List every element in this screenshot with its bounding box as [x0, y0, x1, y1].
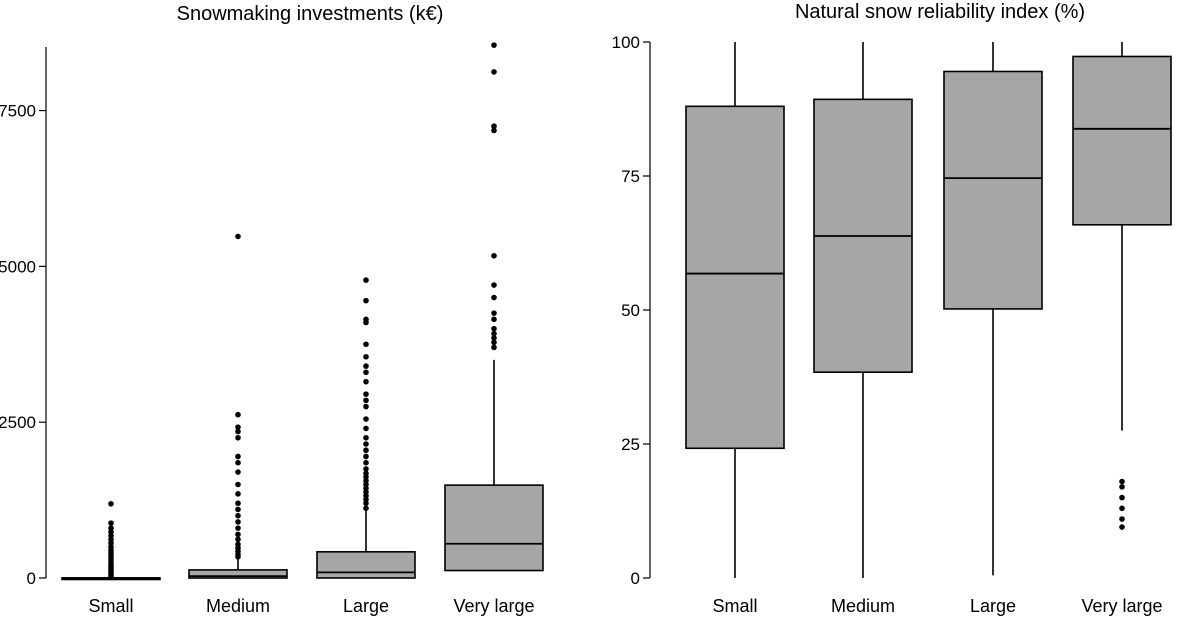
outlier-point	[1119, 524, 1125, 530]
x-category-label: Large	[970, 596, 1016, 616]
outlier-point	[363, 453, 369, 460]
outlier-point	[363, 505, 369, 511]
x-category-label: Small	[712, 596, 757, 616]
outlier-point	[235, 491, 241, 497]
outlier-point	[363, 397, 369, 404]
outlier-point	[491, 42, 497, 48]
outlier-point	[363, 297, 369, 304]
outlier-point	[363, 403, 369, 410]
y-tick-label: 0	[631, 569, 640, 588]
outlier-point	[235, 519, 241, 525]
outlier-point	[491, 310, 497, 316]
outlier-point	[363, 316, 369, 323]
outlier-point	[235, 541, 241, 548]
outlier-point	[235, 506, 241, 513]
outlier-point	[235, 469, 241, 475]
outlier-point	[1119, 505, 1125, 512]
chart-title: Natural snow reliability index (%)	[795, 1, 1085, 23]
outlier-point	[235, 411, 241, 418]
box-small	[685, 105, 785, 450]
y-tick-label: 25	[621, 435, 640, 454]
outlier-point	[491, 69, 497, 75]
outlier-point	[363, 353, 369, 360]
outlier-point	[235, 500, 241, 507]
y-tick-label: 7500	[0, 102, 36, 121]
outlier-point	[235, 531, 241, 538]
outlier-point	[363, 416, 369, 422]
outlier-point	[491, 316, 497, 323]
y-tick-label: 5000	[0, 257, 36, 276]
outlier-point	[363, 341, 369, 348]
box-very-large	[1072, 55, 1172, 226]
outlier-point	[235, 512, 241, 519]
outlier-point	[235, 459, 241, 466]
outlier-point	[491, 330, 497, 337]
y-tick-label: 100	[612, 33, 640, 52]
outlier-point	[363, 470, 369, 477]
outlier-point	[235, 536, 241, 543]
outlier-point	[491, 252, 497, 259]
x-category-label: Large	[343, 596, 389, 616]
outlier-point	[363, 425, 369, 432]
outlier-point	[108, 501, 114, 507]
outlier-point	[235, 424, 241, 430]
outlier-point	[363, 369, 369, 376]
outlier-point	[235, 453, 241, 460]
outlier-point	[363, 466, 369, 472]
box-medium	[188, 569, 288, 579]
outlier-point	[491, 282, 497, 288]
outlier-point	[363, 459, 369, 466]
outlier-point	[363, 277, 369, 283]
x-category-label: Medium	[831, 596, 895, 616]
y-tick-label: 50	[621, 301, 640, 320]
outlier-point	[235, 434, 241, 441]
outlier-point	[491, 123, 497, 129]
outlier-point	[491, 294, 497, 301]
x-category-label: Medium	[206, 596, 270, 616]
outlier-point	[108, 520, 114, 526]
box-very-large	[444, 484, 544, 572]
chart-title: Snowmaking investments (k€)	[177, 3, 444, 25]
outlier-point	[108, 525, 114, 531]
outlier-point	[491, 325, 497, 332]
x-category-label: Small	[88, 596, 133, 616]
outlier-point	[491, 344, 497, 351]
outlier-point	[235, 233, 241, 240]
outlier-point	[235, 428, 241, 435]
outlier-point	[491, 127, 497, 134]
box-large	[316, 551, 416, 579]
outlier-point	[491, 335, 497, 341]
x-category-label: Very large	[453, 596, 534, 616]
outlier-point	[363, 378, 369, 385]
outlier-point	[235, 525, 241, 531]
y-tick-label: 75	[621, 167, 640, 186]
x-category-label: Very large	[1081, 596, 1162, 616]
outlier-point	[1119, 484, 1125, 490]
outlier-point	[1119, 478, 1125, 485]
outlier-point	[363, 441, 369, 447]
y-tick-label: 2500	[0, 413, 36, 432]
y-tick-label: 0	[27, 569, 36, 588]
outlier-point	[235, 481, 241, 488]
outlier-point	[363, 391, 369, 397]
outlier-point	[363, 363, 369, 369]
box-large	[943, 70, 1043, 310]
outlier-point	[1119, 516, 1125, 522]
outlier-point	[491, 339, 497, 346]
outlier-point	[363, 434, 369, 441]
outlier-point	[363, 447, 369, 454]
outlier-point	[1119, 494, 1125, 501]
